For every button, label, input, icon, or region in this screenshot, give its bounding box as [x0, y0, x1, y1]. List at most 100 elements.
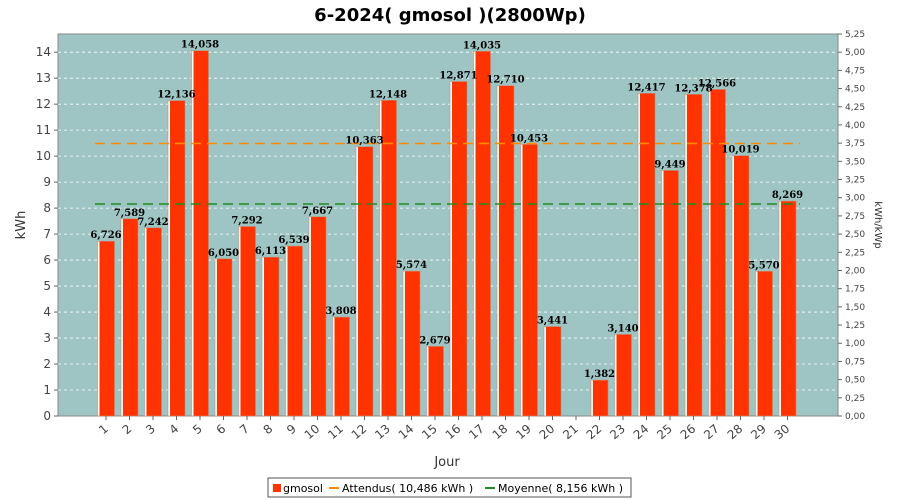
- data-label: 6,539: [278, 235, 309, 246]
- bar: [663, 170, 679, 416]
- bar: [358, 146, 373, 416]
- x-axis-title: Jour: [433, 455, 460, 470]
- data-label: 3,140: [607, 323, 638, 334]
- data-label: 6,726: [90, 230, 121, 241]
- bar: [381, 100, 397, 417]
- data-label: 10,363: [345, 136, 383, 147]
- y-tick-label: 6: [43, 253, 51, 267]
- x-tick-label: 24: [631, 422, 652, 443]
- bar: [405, 271, 420, 416]
- data-label: 6,113: [255, 246, 286, 257]
- x-tick-label: 2: [120, 422, 135, 438]
- x-tick-label: 26: [678, 422, 699, 443]
- data-label: 7,667: [302, 206, 333, 217]
- bar: [687, 94, 702, 417]
- bar: [640, 93, 655, 417]
- data-label: 12,710: [486, 75, 524, 86]
- y-axis-title: kWh: [14, 211, 29, 240]
- y-right-tick-label: 2,25: [845, 248, 865, 258]
- y-tick-label: 4: [43, 305, 51, 319]
- bars: [97, 50, 797, 417]
- data-label: 14,035: [463, 40, 501, 51]
- x-tick-label: 14: [396, 422, 417, 443]
- bar: [99, 241, 115, 416]
- legend-swatch-gmosol: [273, 484, 281, 492]
- y-right-tick-label: 1,50: [845, 303, 865, 313]
- bar: [311, 216, 326, 416]
- y-right-tick-label: 1,75: [845, 285, 865, 295]
- y-tick-label: 7: [43, 227, 51, 241]
- x-tick-label: 28: [725, 422, 746, 443]
- x-tick-label: 5: [190, 422, 205, 438]
- bar: [170, 100, 185, 416]
- data-label: 12,136: [157, 90, 195, 101]
- x-tick-label: 16: [443, 422, 464, 443]
- bar: [287, 246, 303, 416]
- data-label: 1,382: [584, 369, 615, 380]
- x-tick-label: 22: [584, 422, 605, 443]
- y-tick-label: 9: [43, 175, 51, 189]
- x-tick-label: 10: [302, 422, 323, 443]
- x-tick-label: 19: [513, 422, 534, 443]
- y-right-tick-label: 5,25: [845, 30, 865, 40]
- x-tick-label: 20: [537, 422, 558, 443]
- y-right-tick-label: 1,00: [845, 339, 865, 349]
- bar: [146, 227, 162, 416]
- y-right-tick-label: 3,00: [845, 194, 865, 204]
- bar: [710, 89, 726, 417]
- data-label: 7,292: [231, 216, 262, 227]
- legend-label-moyenne: Moyenne( 8,156 kWh ): [498, 482, 623, 495]
- y-right-tick-label: 5,00: [845, 48, 865, 58]
- data-label: 5,570: [748, 260, 779, 271]
- bar: [240, 226, 256, 416]
- x-tick-label: 13: [372, 422, 393, 443]
- data-label: 5,574: [396, 260, 427, 271]
- bar: [264, 257, 279, 416]
- y-tick-label: 14: [36, 45, 51, 59]
- y-right-tick-label: 4,25: [845, 103, 865, 113]
- data-label: 3,441: [537, 316, 568, 327]
- data-label: 10,453: [510, 133, 548, 144]
- x-tick-label: 15: [419, 422, 440, 443]
- data-label: 8,269: [772, 190, 803, 201]
- data-label: 12,417: [627, 82, 665, 93]
- data-label: 7,242: [137, 217, 168, 228]
- x-tick-label: 29: [748, 422, 769, 443]
- y-right-tick-label: 3,75: [845, 139, 865, 149]
- data-label: 7,589: [114, 208, 145, 219]
- x-tick-label: 21: [560, 422, 581, 443]
- data-label: 14,058: [181, 40, 219, 51]
- x-tick-label: 4: [167, 422, 182, 438]
- y-right-tick-label: 3,50: [845, 157, 865, 167]
- y-right-tick-label: 4,75: [845, 66, 865, 76]
- bar: [428, 346, 444, 416]
- x-tick-label: 18: [490, 422, 511, 443]
- data-label: 12,148: [369, 89, 407, 100]
- x-tick-label: 17: [466, 422, 487, 443]
- y-tick-label: 8: [43, 201, 51, 215]
- bar: [475, 51, 491, 417]
- y-tick-label: 0: [43, 409, 51, 423]
- reference-lines: [95, 142, 800, 205]
- y-right-tick-label: 0,50: [845, 376, 865, 386]
- y-right-tick-label: 2,50: [845, 230, 865, 240]
- data-label: 12,566: [698, 78, 736, 89]
- y-tick-label: 2: [43, 357, 51, 371]
- x-tick-label: 30: [772, 422, 793, 443]
- bar: [546, 326, 561, 416]
- x-tick-label: 25: [654, 422, 675, 443]
- y-right-tick-label: 0,00: [845, 412, 865, 422]
- y-right-tick-label: 1,25: [845, 321, 865, 331]
- y-tick-label: 5: [43, 279, 51, 293]
- y-right-tick-label: 2,75: [845, 212, 865, 222]
- y-right-tick-label: 3,25: [845, 176, 865, 186]
- bar: [217, 258, 232, 416]
- x-tick-label: 12: [349, 422, 370, 443]
- bar: [757, 271, 773, 416]
- data-label: 9,449: [654, 159, 685, 170]
- bar: [334, 317, 350, 416]
- bar: [499, 85, 514, 417]
- x-tick-label: 9: [284, 422, 299, 438]
- bar: [123, 218, 138, 416]
